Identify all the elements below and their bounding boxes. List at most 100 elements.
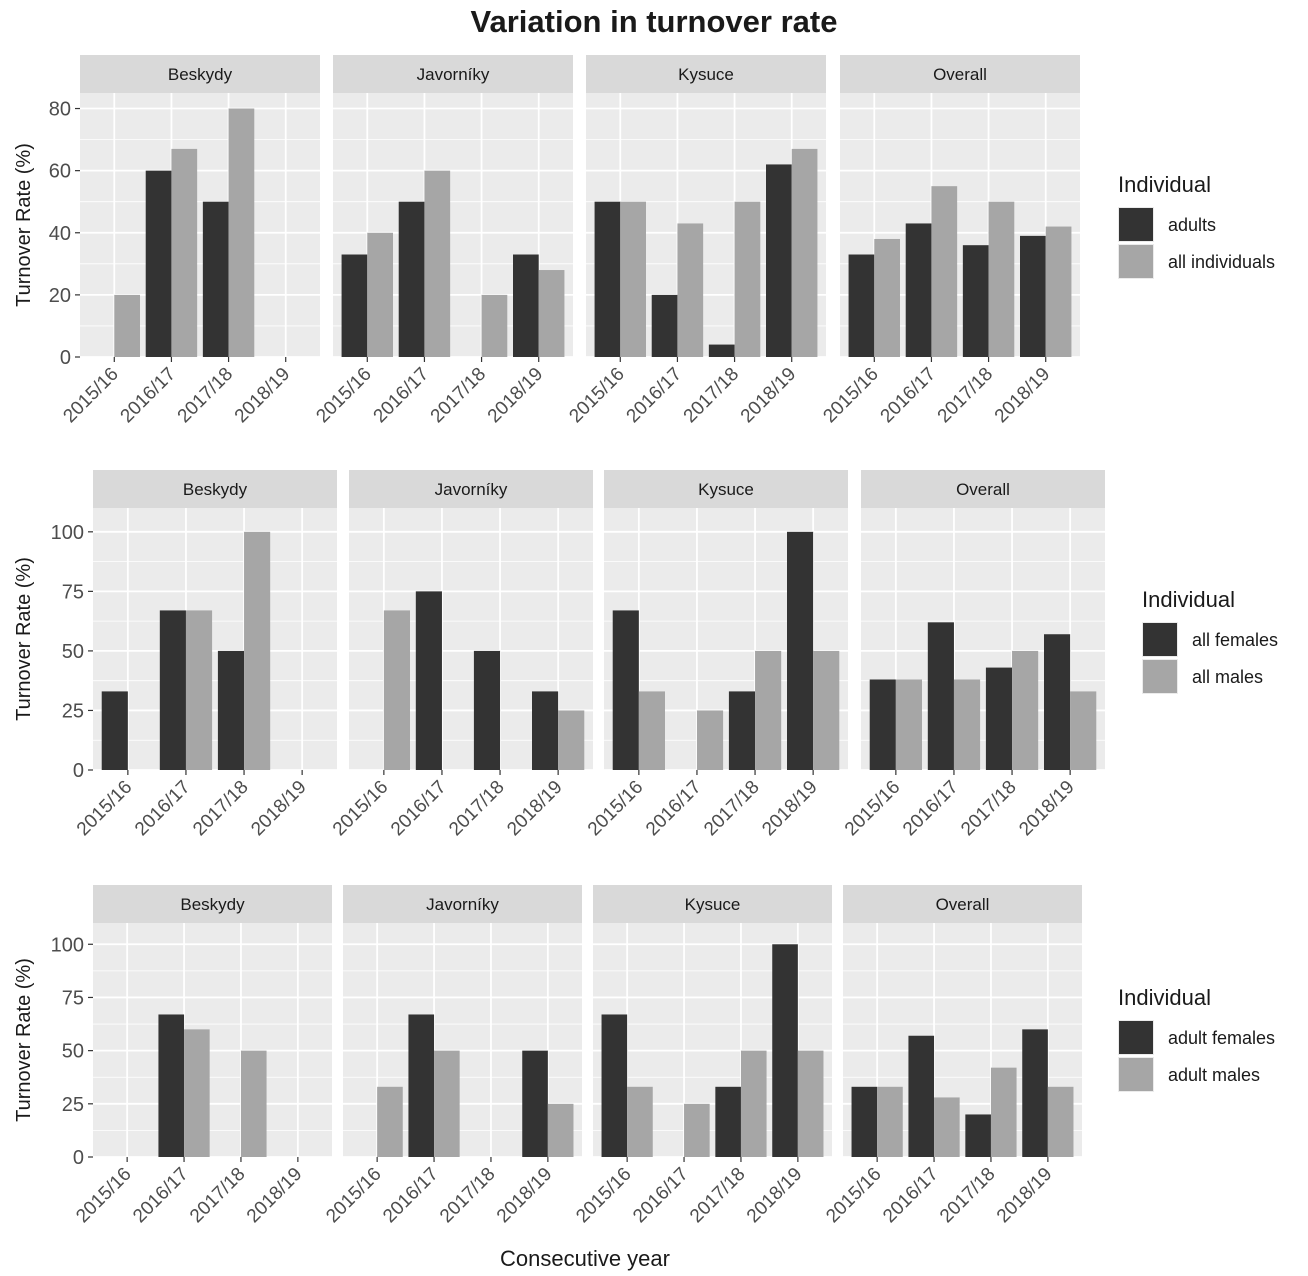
y-tick-label: 40 — [49, 223, 71, 245]
legend: Individual adults all individuals — [1118, 172, 1275, 279]
facet-strip — [333, 55, 573, 93]
x-tick-label: 2015/16 — [322, 1164, 385, 1227]
chart-title: Variation in turnover rate — [470, 4, 838, 39]
bar — [1020, 235, 1046, 357]
chart-row-2: Beskydy2015/162016/172017/182018/1902550… — [13, 470, 1278, 840]
bar — [547, 1103, 574, 1157]
bar — [594, 201, 621, 357]
bar — [101, 691, 128, 770]
bar — [1044, 634, 1071, 770]
x-tick-label: 2016/17 — [629, 1164, 692, 1227]
facet-strip-label: Javorníky — [426, 895, 499, 914]
legend-title: Individual — [1118, 985, 1211, 1010]
bar — [377, 1086, 403, 1157]
x-tick-label: 2015/16 — [819, 364, 882, 427]
x-tick-label: 2016/17 — [877, 364, 940, 427]
bar — [791, 148, 818, 357]
legend-key — [1119, 1021, 1153, 1054]
x-tick-label: 2018/19 — [503, 777, 566, 840]
legend-label: adults — [1168, 215, 1216, 235]
bar — [797, 1050, 824, 1157]
facet-strip — [593, 885, 832, 923]
x-tick-label: 2017/18 — [436, 1164, 499, 1227]
bar — [341, 254, 368, 357]
bar — [424, 170, 451, 357]
chart-row-1: Beskydy2015/162016/172017/182018/1902040… — [13, 55, 1275, 427]
y-axis-title: Turnover Rate (%) — [13, 958, 35, 1122]
facet-strip — [586, 55, 826, 93]
x-tick-label: 2017/18 — [957, 777, 1020, 840]
bar — [171, 148, 198, 357]
x-tick-label: 2017/18 — [686, 1164, 749, 1227]
legend-label: adult females — [1168, 1028, 1275, 1048]
legend-title: Individual — [1118, 172, 1211, 197]
x-tick-label: 2018/19 — [484, 364, 547, 427]
bar — [481, 294, 508, 357]
x-tick-label: 2018/19 — [993, 1164, 1056, 1227]
legend-label: all individuals — [1168, 252, 1275, 272]
x-tick-label: 2015/16 — [72, 1164, 135, 1227]
facet-strip-label: Overall — [956, 480, 1010, 499]
x-tick-label: 2016/17 — [899, 777, 962, 840]
bar — [851, 1086, 878, 1157]
bar — [367, 232, 393, 357]
x-tick-label: 2017/18 — [680, 364, 743, 427]
bar — [927, 622, 954, 770]
bar — [513, 254, 539, 357]
y-tick-label: 75 — [62, 581, 84, 603]
bar — [532, 691, 559, 770]
bar — [202, 201, 229, 357]
legend-label: all males — [1192, 667, 1263, 687]
legend-key — [1119, 208, 1153, 241]
bar — [905, 223, 932, 357]
bar — [1012, 650, 1039, 770]
bar — [787, 531, 814, 770]
bar — [953, 679, 981, 770]
bar — [612, 610, 639, 770]
bar — [962, 245, 989, 357]
x-tick-label: 2016/17 — [131, 777, 194, 840]
x-axis-title: Consecutive year — [500, 1246, 670, 1271]
legend-key — [1119, 1058, 1153, 1091]
bar — [398, 201, 425, 357]
x-tick-label: 2018/19 — [991, 364, 1054, 427]
legend-label: adult males — [1168, 1065, 1260, 1085]
bar — [1022, 1029, 1048, 1157]
facet-strip-label: Javorníky — [417, 65, 490, 84]
legend-key — [1143, 623, 1177, 656]
bar — [1045, 226, 1072, 357]
bar — [740, 1050, 767, 1157]
bar — [934, 1097, 960, 1157]
bar — [638, 691, 665, 770]
bar — [434, 1050, 460, 1157]
bar — [772, 944, 798, 1157]
x-tick-label: 2018/19 — [493, 1164, 556, 1227]
x-tick-label: 2015/16 — [584, 777, 647, 840]
facet-strip-label: Overall — [933, 65, 987, 84]
legend: Individual all females all males — [1142, 587, 1278, 694]
x-tick-label: 2018/19 — [231, 364, 294, 427]
bar — [708, 344, 735, 357]
y-tick-label: 0 — [73, 760, 84, 782]
facet-strip — [343, 885, 582, 923]
bar — [651, 294, 678, 357]
facet-strip — [840, 55, 1080, 93]
legend: Individual adult females adult males — [1118, 985, 1275, 1092]
y-tick-label: 0 — [60, 347, 71, 369]
x-tick-label: 2015/16 — [73, 777, 136, 840]
facet-strip — [93, 885, 332, 923]
bar — [244, 531, 271, 770]
bar — [383, 610, 410, 770]
x-tick-label: 2016/17 — [370, 364, 433, 427]
facet-strip-label: Javorníky — [435, 480, 508, 499]
legend-key — [1119, 245, 1153, 278]
x-tick-label: 2018/19 — [758, 777, 821, 840]
legend-title: Individual — [1142, 587, 1235, 612]
x-tick-label: 2016/17 — [642, 777, 705, 840]
